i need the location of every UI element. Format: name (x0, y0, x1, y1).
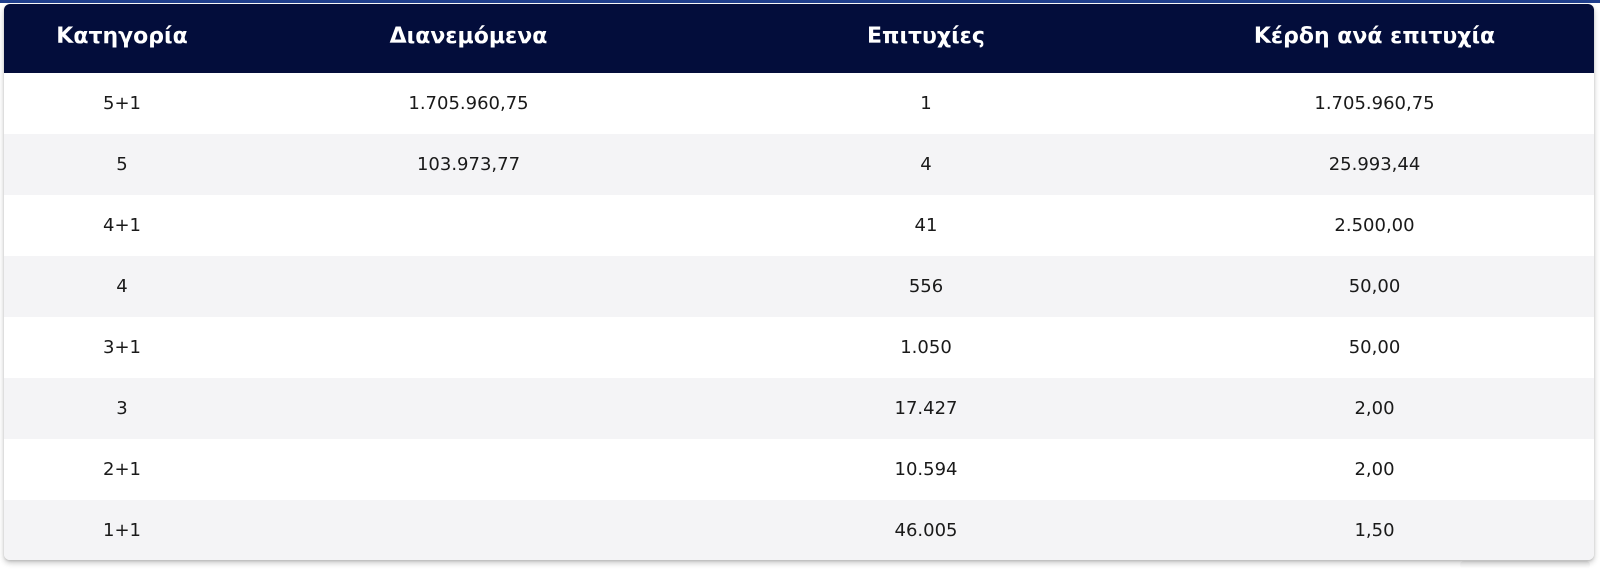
cell-category: 3 (116, 398, 128, 419)
cell-category: 5+1 (103, 93, 141, 114)
cell-winners: 556 (908, 276, 944, 297)
cell-prize-per-winner: 2,00 (1354, 398, 1395, 419)
cell-winners: 1.050 (900, 337, 952, 358)
table-row: 4 556 50,00 (4, 256, 1594, 317)
cell-distributed: 103.973,77 (416, 154, 521, 175)
cell-prize-per-winner: 50,00 (1348, 337, 1401, 358)
cell-distributed (240, 439, 697, 500)
results-table-card: Κατηγορία Διανεμόμενα Επιτυχίες Κέρδη αν… (4, 4, 1594, 560)
header-row: Κατηγορία Διανεμόμενα Επιτυχίες Κέρδη αν… (4, 4, 1594, 73)
prize-table: Κατηγορία Διανεμόμενα Επιτυχίες Κέρδη αν… (4, 4, 1594, 560)
cell-prize-per-winner: 2.500,00 (1334, 215, 1415, 236)
cell-winners: 17.427 (894, 398, 958, 419)
header-prize-per-winner: Κέρδη ανά επιτυχία (1253, 24, 1496, 49)
header-distributed: Διανεμόμενα (389, 24, 548, 49)
header-category: Κατηγορία (56, 24, 188, 49)
cell-distributed (240, 256, 697, 317)
cell-distributed: 1.705.960,75 (408, 93, 529, 114)
cell-distributed (240, 317, 697, 378)
header-winners: Επιτυχίες (867, 24, 985, 49)
table-row: 3+1 1.050 50,00 (4, 317, 1594, 378)
table-row: 2+1 10.594 2,00 (4, 439, 1594, 500)
cell-distributed (240, 500, 697, 560)
cell-prize-per-winner: 25.993,44 (1328, 154, 1421, 175)
table-row: 5+1 1.705.960,75 1 1.705.960,75 (4, 73, 1594, 134)
cell-distributed (240, 378, 697, 439)
table-row: 5 103.973,77 4 25.993,44 (4, 134, 1594, 195)
top-accent-line (0, 0, 1600, 3)
table-body: 5+1 1.705.960,75 1 1.705.960,75 5 103.97… (4, 73, 1594, 560)
cell-category: 2+1 (103, 459, 141, 480)
table-row: 3 17.427 2,00 (4, 378, 1594, 439)
cell-prize-per-winner: 1.705.960,75 (1314, 93, 1435, 114)
cell-winners: 4 (920, 154, 932, 175)
cell-prize-per-winner: 2,00 (1354, 459, 1395, 480)
cell-category: 3+1 (103, 337, 141, 358)
cell-distributed (240, 195, 697, 256)
table-row: 4+1 41 2.500,00 (4, 195, 1594, 256)
cell-winners: 1 (920, 93, 932, 114)
cell-prize-per-winner: 1,50 (1354, 520, 1395, 541)
table-row: 1+1 46.005 1,50 (4, 500, 1594, 560)
scrollbar-hint[interactable] (1460, 561, 1590, 569)
cell-prize-per-winner: 50,00 (1348, 276, 1401, 297)
cell-category: 4+1 (103, 215, 141, 236)
cell-category: 1+1 (103, 520, 141, 541)
cell-category: 4 (116, 276, 128, 297)
table-header: Κατηγορία Διανεμόμενα Επιτυχίες Κέρδη αν… (4, 4, 1594, 73)
cell-winners: 46.005 (894, 520, 958, 541)
cell-winners: 10.594 (894, 459, 958, 480)
cell-winners: 41 (914, 215, 938, 236)
cell-category: 5 (116, 154, 128, 175)
